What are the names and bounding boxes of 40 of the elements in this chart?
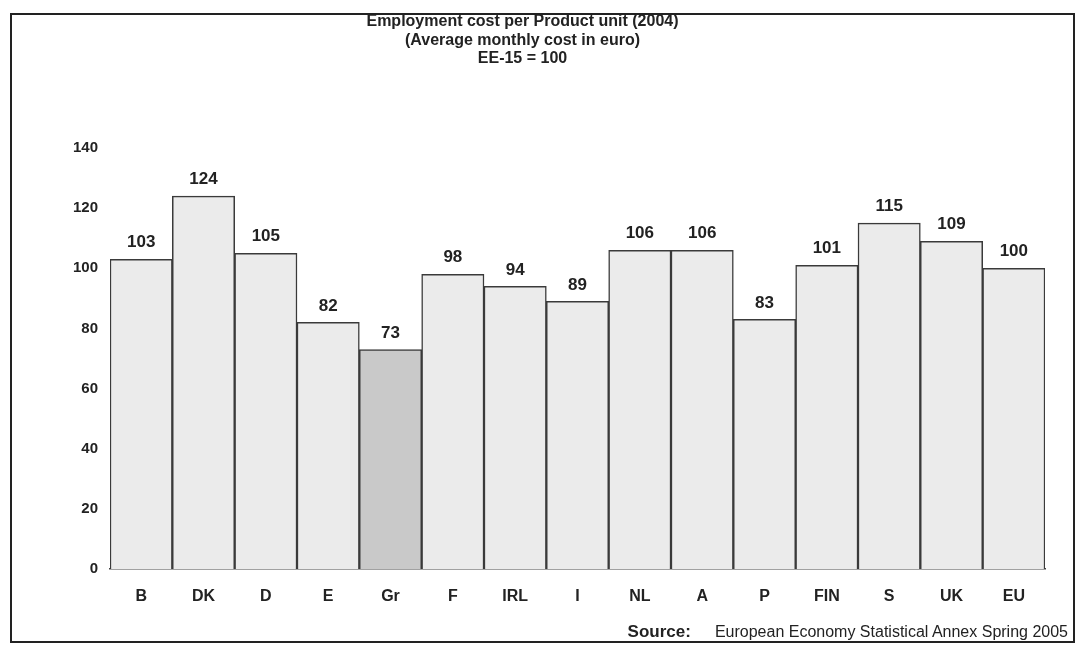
x-tick-label: P [759, 587, 771, 605]
data-label: 106 [625, 223, 655, 243]
y-tick-label: 120 [72, 198, 98, 216]
data-label: 83 [755, 292, 774, 312]
x-tick-label: EU [1002, 587, 1025, 605]
data-label: 103 [126, 232, 156, 252]
x-tick-label: I [575, 587, 580, 605]
data-label: 109 [937, 214, 966, 234]
data-label: 73 [381, 322, 400, 342]
x-tick-label: Gr [381, 587, 400, 605]
data-label: 101 [812, 238, 842, 258]
chart-subtitle: (Average monthly cost in euro) EE-15 = 100 [405, 30, 640, 67]
y-tick-label: 20 [81, 499, 98, 516]
x-tick-label: DK [191, 587, 216, 605]
data-label: 82 [318, 295, 338, 315]
data-label: 100 [999, 241, 1029, 261]
data-label: 105 [251, 226, 281, 246]
x-tick-label: B [135, 587, 147, 605]
y-tick-label: 40 [81, 438, 98, 456]
x-tick-label: IRL [502, 587, 529, 605]
x-tick-label: E [322, 587, 334, 605]
data-label: 115 [875, 196, 903, 216]
data-label: 94 [505, 259, 526, 279]
y-tick-label: 80 [81, 318, 98, 336]
x-tick-label: NL [629, 587, 651, 605]
x-tick-label: D [260, 587, 272, 605]
x-tick-label: A [696, 587, 709, 605]
x-tick-label: S [883, 587, 895, 605]
y-tick-label: 140 [72, 138, 98, 156]
x-tick-label: F [447, 587, 458, 605]
x-tick-label: FIN [813, 587, 840, 605]
data-label: 106 [687, 223, 717, 243]
y-tick-label: 100 [72, 258, 98, 276]
y-tick-label: 60 [81, 378, 98, 396]
x-tick-label: UK [939, 587, 964, 605]
data-label: 89 [568, 274, 587, 294]
data-label: 98 [443, 247, 463, 267]
y-tick-label: 0 [89, 559, 98, 577]
text: Source: European Economy Statistical Annex Spring 2005 [627, 622, 1068, 641]
data-label: 124 [189, 169, 219, 189]
